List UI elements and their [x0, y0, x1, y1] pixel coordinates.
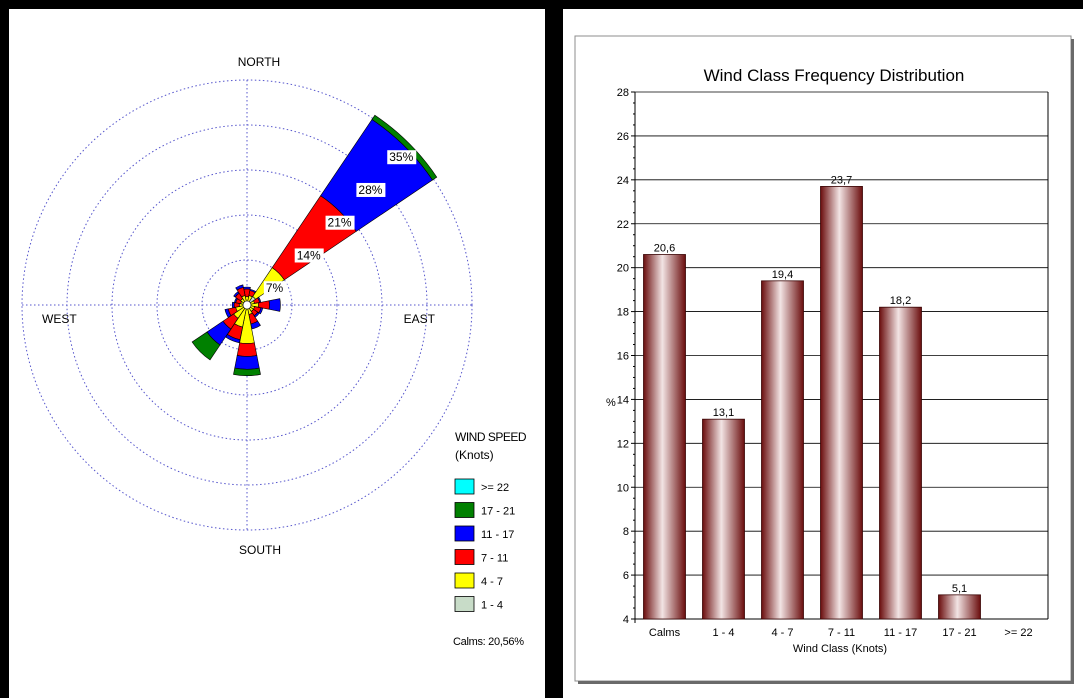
- petal-S-band-3: [234, 355, 260, 370]
- bar-2: [761, 280, 804, 620]
- petal-W-band-3: [231, 301, 235, 309]
- x-tick-label-3: 7 - 11: [828, 627, 855, 639]
- bar-1: [702, 418, 745, 620]
- legend-swatch-5: [454, 596, 475, 612]
- petal-N-band-3: [243, 286, 251, 290]
- ring-label-bg-3: [325, 215, 355, 230]
- rose-ring-2: [156, 214, 338, 396]
- bar-value-label-0: 20,6: [654, 242, 675, 254]
- ring-label-1: 7%: [266, 281, 284, 295]
- wind-speed-legend: WIND SPEED (Knots) >= 22 17 - 21 11 - 17 7 …: [453, 430, 527, 648]
- y-tick-label-26: 26: [617, 131, 629, 143]
- bar-chart-panel: Wind Class Frequency Distribution 4 6 8 10 1…: [563, 9, 1083, 698]
- petal-S-band-2: [236, 342, 258, 357]
- legend-label-3: 7 - 11: [481, 553, 508, 565]
- legend-title: WIND SPEED: [455, 430, 527, 444]
- ring-label-bg-4: [356, 182, 386, 197]
- chart-frame-shadow-right: [1071, 39, 1074, 684]
- legend-swatch-1: [454, 502, 475, 518]
- legend-swatch-4: [454, 572, 475, 589]
- legend-label-2: 11 - 17: [481, 529, 514, 541]
- y-axis-label: %: [606, 397, 616, 409]
- petal-NNW-band-3: [235, 284, 244, 291]
- ring-label-3: 21%: [328, 216, 352, 230]
- petal-NE-band-4: [371, 114, 438, 181]
- calms-text: Calms: 20,56%: [453, 636, 524, 648]
- rose-ring-5: [21, 79, 473, 531]
- petal-SSW-band-3: [225, 334, 241, 344]
- ring-labels: 7% 14% 21% 28% 35%: [263, 150, 417, 296]
- ring-label-2: 14%: [297, 248, 321, 262]
- wind-class-bar-chart: Wind Class Frequency Distribution 4 6 8 10 1…: [574, 35, 1074, 684]
- wind-rose-labels: NORTH SOUTH WEST EAST: [42, 55, 436, 557]
- petal-WSW-band-3: [224, 308, 232, 318]
- legend-label-5: 1 - 4: [481, 600, 503, 612]
- y-tick-label-4: 4: [623, 614, 629, 626]
- x-tick-label-0: Calms: [649, 627, 681, 639]
- legend-label-0: >= 22: [481, 482, 509, 494]
- compass-east-label: EAST: [404, 312, 436, 326]
- bar-4: [879, 306, 922, 620]
- y-tick-label-14: 14: [617, 394, 629, 406]
- y-tick-label-16: 16: [617, 351, 629, 363]
- wind-rose-panel: NORTH SOUTH WEST EAST 7% 14% 21% 28% 35% WIN…: [9, 9, 545, 698]
- y-tick-label-8: 8: [623, 526, 629, 538]
- x-tick-label-2: 4 - 7: [771, 627, 793, 639]
- compass-west-label: WEST: [42, 312, 77, 326]
- bar-value-label-4: 18,2: [890, 295, 911, 307]
- petal-S-band-4: [233, 367, 261, 377]
- compass-north-label: NORTH: [238, 55, 280, 69]
- chart-frame-shadow-bottom: [578, 681, 1074, 684]
- bar-value-label-1: 13,1: [713, 407, 734, 419]
- x-tick-label-4: 11 - 17: [884, 627, 917, 639]
- compass-south-label: SOUTH: [239, 543, 281, 557]
- legend-swatch-2: [454, 525, 475, 542]
- bar-value-label-5: 5,1: [952, 583, 967, 595]
- y-tick-label-12: 12: [617, 438, 629, 450]
- y-tick-label-10: 10: [617, 482, 629, 494]
- x-tick-label-5: 17 - 21: [942, 627, 976, 639]
- legend-subtitle: (Knots): [455, 448, 494, 462]
- ring-label-4: 28%: [358, 183, 382, 197]
- bars: 20,6 13,1 19,4 23,7 18,2 5,1: [643, 174, 981, 620]
- ring-label-bg-2: [294, 248, 324, 263]
- y-tick-label-24: 24: [617, 175, 629, 187]
- bar-value-label-2: 19,4: [772, 269, 793, 281]
- x-tick-label-6: >= 22: [1004, 627, 1032, 639]
- ring-label-bg-1: [263, 281, 287, 296]
- legend-label-4: 4 - 7: [481, 576, 503, 588]
- x-axis-label: Wind Class (Knots): [793, 643, 887, 655]
- legend-label-1: 17 - 21: [481, 506, 515, 518]
- y-tick-label-28: 28: [617, 87, 629, 99]
- petal-ESE-band-3: [258, 307, 264, 315]
- legend-swatch-0: [454, 478, 475, 495]
- bar-3: [820, 186, 863, 620]
- bar-0: [643, 254, 686, 620]
- wind-rose-chart: NORTH SOUTH WEST EAST 7% 14% 21% 28% 35% WIN…: [21, 55, 527, 648]
- y-tick-label-6: 6: [623, 570, 629, 582]
- calm-center: [242, 300, 252, 310]
- y-tick-label-20: 20: [617, 263, 629, 275]
- petal-SW-band-4: [191, 331, 221, 361]
- ring-label-5: 35%: [389, 150, 413, 164]
- y-tick-label-22: 22: [617, 219, 629, 231]
- bar-5: [938, 594, 981, 620]
- ring-label-bg-5: [387, 150, 417, 165]
- x-tick-label-1: 1 - 4: [712, 627, 734, 639]
- bar-value-label-3: 23,7: [831, 174, 852, 186]
- y-tick-label-18: 18: [617, 307, 629, 319]
- petal-E-band-3: [268, 298, 281, 312]
- chart-title: Wind Class Frequency Distribution: [704, 66, 965, 85]
- legend-swatch-3: [454, 549, 475, 565]
